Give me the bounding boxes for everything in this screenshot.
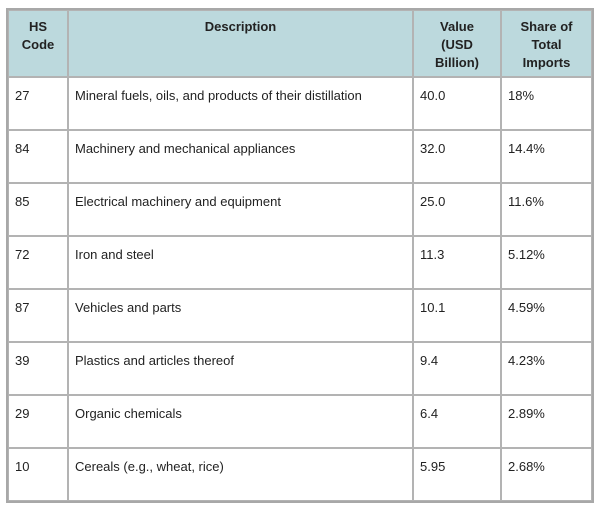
value-cell: 11.3 bbox=[413, 236, 501, 289]
description-cell: Machinery and mechanical appliances bbox=[68, 130, 413, 183]
header-share-line1: Share of bbox=[520, 19, 573, 34]
table-row: 27 Mineral fuels, oils, and products of … bbox=[8, 77, 592, 130]
header-share: Share of Total Imports bbox=[501, 10, 592, 77]
header-share-line2: Total bbox=[531, 37, 562, 52]
description-cell: Mineral fuels, oils, and products of the… bbox=[68, 77, 413, 130]
share-cell: 4.23% bbox=[501, 342, 592, 395]
share-cell: 18% bbox=[501, 77, 592, 130]
table-row: 84 Machinery and mechanical appliances 3… bbox=[8, 130, 592, 183]
hs-code-cell: 84 bbox=[8, 130, 68, 183]
header-share-line3: Imports bbox=[522, 55, 571, 70]
table-row: 72 Iron and steel 11.3 5.12% bbox=[8, 236, 592, 289]
description-cell: Organic chemicals bbox=[68, 395, 413, 448]
hs-code-cell: 29 bbox=[8, 395, 68, 448]
share-cell: 11.6% bbox=[501, 183, 592, 236]
header-hs-code-line2: Code bbox=[21, 37, 55, 52]
value-cell: 40.0 bbox=[413, 77, 501, 130]
imports-table-container: HS Code Description Value (USD Billion) … bbox=[6, 8, 594, 503]
table-row: 85 Electrical machinery and equipment 25… bbox=[8, 183, 592, 236]
description-cell: Cereals (e.g., wheat, rice) bbox=[68, 448, 413, 501]
value-cell: 9.4 bbox=[413, 342, 501, 395]
description-cell: Electrical machinery and equipment bbox=[68, 183, 413, 236]
header-hs-code-line1: HS bbox=[28, 19, 48, 34]
header-hs-code: HS Code bbox=[8, 10, 68, 77]
table-row: 10 Cereals (e.g., wheat, rice) 5.95 2.68… bbox=[8, 448, 592, 501]
value-cell: 10.1 bbox=[413, 289, 501, 342]
value-cell: 25.0 bbox=[413, 183, 501, 236]
header-value-line1: Value bbox=[440, 19, 474, 34]
hs-code-cell: 85 bbox=[8, 183, 68, 236]
hs-code-cell: 39 bbox=[8, 342, 68, 395]
share-cell: 4.59% bbox=[501, 289, 592, 342]
header-description-label: Description bbox=[204, 19, 277, 34]
value-cell: 6.4 bbox=[413, 395, 501, 448]
hs-code-cell: 72 bbox=[8, 236, 68, 289]
hs-code-cell: 87 bbox=[8, 289, 68, 342]
header-value-line3: Billion) bbox=[434, 55, 480, 70]
share-cell: 2.68% bbox=[501, 448, 592, 501]
header-description: Description bbox=[68, 10, 413, 77]
table-header-row: HS Code Description Value (USD Billion) … bbox=[8, 10, 592, 77]
share-cell: 5.12% bbox=[501, 236, 592, 289]
header-value: Value (USD Billion) bbox=[413, 10, 501, 77]
hs-code-cell: 27 bbox=[8, 77, 68, 130]
share-cell: 2.89% bbox=[501, 395, 592, 448]
table-row: 87 Vehicles and parts 10.1 4.59% bbox=[8, 289, 592, 342]
imports-table: HS Code Description Value (USD Billion) … bbox=[6, 8, 594, 503]
description-cell: Vehicles and parts bbox=[68, 289, 413, 342]
hs-code-cell: 10 bbox=[8, 448, 68, 501]
header-value-line2: (USD bbox=[441, 37, 473, 52]
description-cell: Plastics and articles thereof bbox=[68, 342, 413, 395]
table-row: 29 Organic chemicals 6.4 2.89% bbox=[8, 395, 592, 448]
share-cell: 14.4% bbox=[501, 130, 592, 183]
value-cell: 5.95 bbox=[413, 448, 501, 501]
value-cell: 32.0 bbox=[413, 130, 501, 183]
description-cell: Iron and steel bbox=[68, 236, 413, 289]
table-row: 39 Plastics and articles thereof 9.4 4.2… bbox=[8, 342, 592, 395]
